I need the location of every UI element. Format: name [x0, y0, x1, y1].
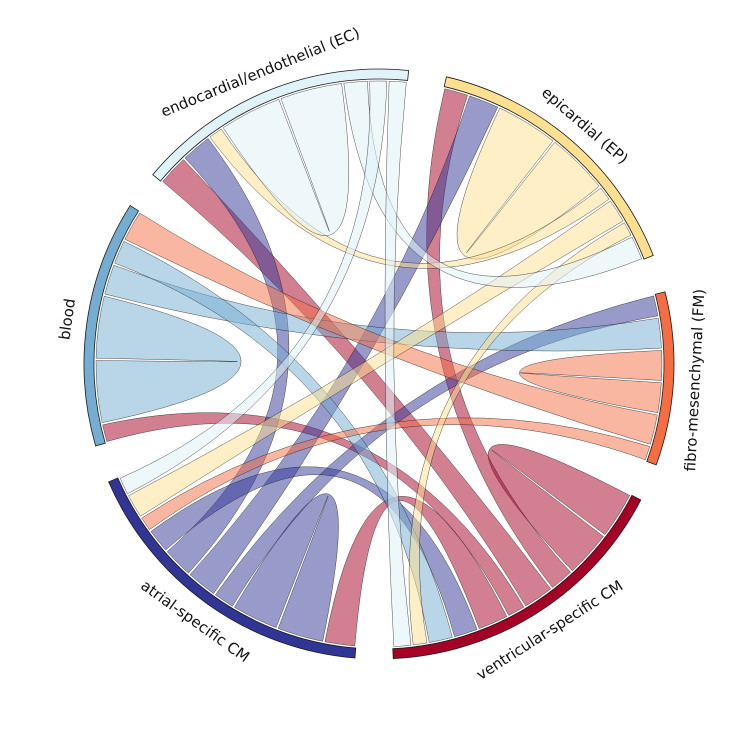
arc-epicardial-ep — [443, 76, 654, 260]
ribbon-fibro-mesenchymal-fm-to-atrial-specific-cm — [141, 417, 650, 530]
ribbon-endocardial-endothelial-ec-to-ventricular-specific-cm — [384, 80, 412, 647]
arc-blood — [83, 205, 140, 447]
group-arcs-layer — [83, 68, 675, 660]
arc-ventricular-specific-cm — [392, 494, 642, 660]
ribbon-blood-to-ventricular-specific-cm — [114, 241, 453, 643]
ribbon-fibro-mesenchymal-fm-to-blood — [124, 212, 658, 445]
ribbon-atrial-specific-cm-to-atrial-specific-cm — [234, 493, 339, 642]
ribbon-endocardial-endothelial-ec-to-atrial-specific-cm — [119, 80, 388, 495]
arc-atrial-specific-cm — [108, 477, 357, 659]
ribbons-layer — [95, 80, 663, 647]
ribbon-ventricular-specific-cm-to-ventricular-specific-cm — [487, 444, 630, 572]
ribbon-atrial-specific-cm-to-fibro-mesenchymal-fm — [215, 295, 659, 607]
ribbon-atrial-specific-cm-to-epicardial-ep — [189, 95, 499, 594]
ribbon-endocardial-endothelial-ec-to-endocardial-endothelial-ec — [222, 83, 350, 236]
label-fibro-mesenchymal-fm: fibro-mesenchymal (FM) — [681, 288, 708, 471]
label-blood: blood — [55, 297, 79, 341]
ribbon-epicardial-ep-to-epicardial-ep — [456, 107, 600, 260]
arc-fibro-mesenchymal-fm — [646, 291, 675, 466]
ribbon-ventricular-specific-cm-to-epicardial-ep — [426, 88, 571, 588]
ribbon-blood-to-blood — [95, 295, 242, 423]
ribbon-fibro-mesenchymal-fm-to-fibro-mesenchymal-fm — [519, 350, 663, 414]
ribbon-ventricular-specific-cm-to-atrial-specific-cm — [324, 496, 508, 647]
arc-endocardial-endothelial-ec — [152, 68, 410, 182]
